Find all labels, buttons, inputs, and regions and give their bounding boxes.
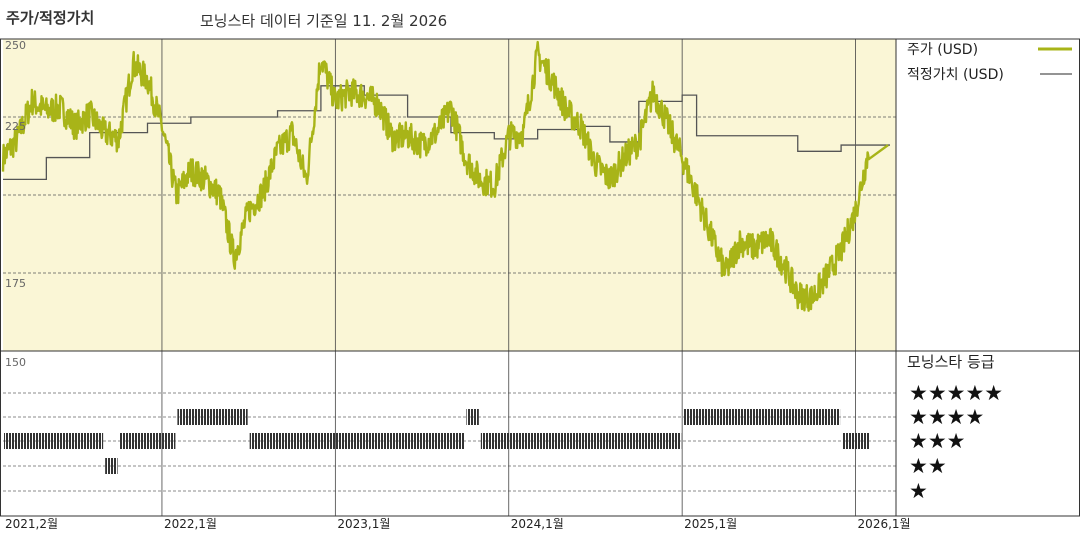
legend-price-label: 주가 (USD): [907, 42, 978, 58]
legend: 주가 (USD)적정가치 (USD)모닝스타 등급★★★★★★★★★★★★★★★: [907, 42, 1072, 503]
rating-title: 모닝스타 등급: [907, 353, 995, 371]
fair-value-line: [3, 85, 890, 181]
rating-bar-3-star: [480, 433, 682, 449]
y-tick-label: 150: [5, 356, 26, 369]
rating-bar-3-star: [842, 433, 869, 449]
chart-title: 주가/적정가치: [6, 9, 95, 27]
rating-level-label: ★★★: [909, 429, 965, 453]
rating-bars: [4, 409, 869, 474]
rating-bar-4-star: [466, 409, 479, 425]
legend-fair-value-label: 적정가치 (USD): [907, 67, 1004, 83]
rating-level-label: ★★★★: [909, 405, 984, 429]
chart-subtitle: 모닝스타 데이터 기준일 11. 2월 2026: [200, 12, 448, 30]
rating-level-label: ★★★★★: [909, 381, 1003, 405]
x-tick-label: 2024,1월: [511, 517, 564, 531]
rating-bar-3-star: [119, 433, 176, 449]
x-tick-label: 2025,1월: [684, 517, 737, 531]
rating-bar-2-star: [105, 458, 118, 474]
rating-bar-3-star: [4, 433, 104, 449]
axis-labels: 2021,2월 2022,1월 2023,1월 2024,1월 2025,1월 2026,…: [5, 39, 911, 531]
x-tick-label: 2022,1월: [164, 517, 217, 531]
rating-level-label: ★★: [909, 454, 947, 478]
price-line: [1, 40, 889, 312]
x-tick-label: 2026,1월: [858, 517, 911, 531]
y-tick-label: 250: [5, 39, 26, 52]
x-tick-label: 2021,2월: [5, 517, 58, 531]
rating-bar-4-star: [683, 409, 841, 425]
rating-bar-3-star: [249, 433, 465, 449]
rating-level-label: ★: [909, 479, 928, 503]
y-tick-label: 225: [5, 120, 26, 133]
y-tick-label: 175: [5, 277, 26, 290]
rating-bar-4-star: [177, 409, 248, 425]
series-lines: [1, 40, 890, 312]
x-tick-label: 2023,1월: [337, 517, 390, 531]
